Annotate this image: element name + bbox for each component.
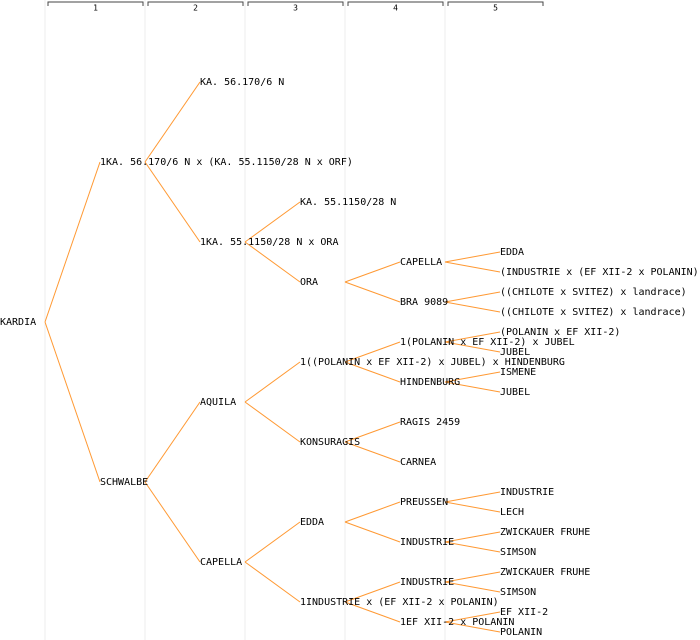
edge <box>344 501 401 523</box>
node-label: SIMSON <box>500 587 536 598</box>
edge <box>444 371 501 383</box>
edge <box>244 361 301 403</box>
generation-label: 3 <box>293 4 298 13</box>
edge <box>344 341 401 363</box>
node-label: SIMSON <box>500 547 536 558</box>
edge <box>444 621 501 633</box>
generation-label: 1 <box>93 4 98 13</box>
edge <box>144 81 201 163</box>
node-label: 1EF XII-2 x POLANIN <box>400 617 514 628</box>
edges <box>44 81 501 633</box>
edge <box>444 251 501 263</box>
node-label: EF XII-2 <box>500 607 548 618</box>
edge <box>444 261 501 273</box>
edge <box>444 491 501 503</box>
node-label: ISMENE <box>500 367 536 378</box>
node-label: 1KA. 56.170/6 N x (KA. 55.1150/28 N x OR… <box>100 157 353 168</box>
node-label: KARDIA <box>0 317 36 328</box>
edge <box>144 481 201 563</box>
edge <box>344 281 401 303</box>
node-label: JUBEL <box>500 387 530 398</box>
node-label: POLANIN <box>500 627 542 638</box>
node-label: KA. 56.170/6 N <box>200 77 284 88</box>
edge <box>444 531 501 543</box>
edge <box>344 421 401 443</box>
node-label: CARNEA <box>400 457 436 468</box>
edge <box>444 501 501 513</box>
edge <box>444 541 501 553</box>
edge <box>344 581 401 603</box>
edge <box>144 161 201 243</box>
node-label: HINDENBURG <box>400 377 460 388</box>
node-label: CAPELLA <box>400 257 442 268</box>
node-label: EDDA <box>300 517 324 528</box>
node-label: RAGIS 2459 <box>400 417 460 428</box>
node-label: 1(POLANIN x EF XII-2) x JUBEL <box>400 337 575 348</box>
node-label: INDUSTRIE <box>500 487 554 498</box>
node-label: EDDA <box>500 247 524 258</box>
header-bracket <box>47 1 144 6</box>
node-label: KONSURAGIS <box>300 437 360 448</box>
node-label: ((CHILOTE x SVITEZ) x landrace) <box>500 307 687 318</box>
edge <box>44 321 101 483</box>
column-guides <box>44 0 446 640</box>
node-label: 1KA. 55.1150/28 N x ORA <box>200 237 338 248</box>
node-label: INDUSTRIE <box>400 537 454 548</box>
node-label: SCHWALBE <box>100 477 148 488</box>
header-bracket <box>147 1 244 6</box>
edge <box>244 241 301 283</box>
node-label: AQUILA <box>200 397 236 408</box>
edge <box>244 201 301 243</box>
node-label: INDUSTRIE <box>400 577 454 588</box>
header-bracket <box>247 1 344 6</box>
edge <box>444 341 501 353</box>
edge <box>244 401 301 443</box>
edge <box>344 521 401 543</box>
node-label: ((CHILOTE x SVITEZ) x landrace) <box>500 287 687 298</box>
node-label: (INDUSTRIE x (EF XII-2 x POLANIN)) <box>500 267 700 278</box>
edge <box>444 611 501 623</box>
header-bracket <box>347 1 444 6</box>
node-label: ORA <box>300 277 318 288</box>
node-label: LECH <box>500 507 524 518</box>
edge <box>444 581 501 593</box>
generation-label: 2 <box>193 4 198 13</box>
generation-label: 5 <box>493 4 498 13</box>
node-label: ZWICKAUER FRUHE <box>500 567 590 578</box>
edge <box>44 161 101 323</box>
nodes: KARDIA 1KA. 56.170/6 N x (KA. 55.1150/28 … <box>0 77 700 638</box>
edge <box>344 261 401 283</box>
generation-label: 4 <box>393 4 398 13</box>
edge <box>444 381 501 393</box>
edge <box>244 521 301 563</box>
edge <box>344 361 401 383</box>
node-label: 1INDUSTRIE x (EF XII-2 x POLANIN) <box>300 597 499 608</box>
edge <box>144 401 201 483</box>
edge <box>444 291 501 303</box>
edge <box>344 441 401 463</box>
edge <box>444 331 501 343</box>
node-label: JUBEL <box>500 347 530 358</box>
node-label: 1((POLANIN x EF XII-2) x JUBEL) x HINDEN… <box>300 357 565 368</box>
node-label: ZWICKAUER FRUHE <box>500 527 590 538</box>
node-label: CAPELLA <box>200 557 242 568</box>
node-label: (POLANIN x EF XII-2) <box>500 327 620 338</box>
node-label: PREUSSEN <box>400 497 448 508</box>
edge <box>344 601 401 623</box>
edge <box>244 561 301 603</box>
edge <box>444 301 501 313</box>
header-bracket <box>447 1 544 6</box>
node-label: KA. 55.1150/28 N <box>300 197 396 208</box>
node-label: BRA 9089 <box>400 297 448 308</box>
edge <box>444 571 501 583</box>
generation-header: 1 2 3 4 5 <box>47 1 544 13</box>
